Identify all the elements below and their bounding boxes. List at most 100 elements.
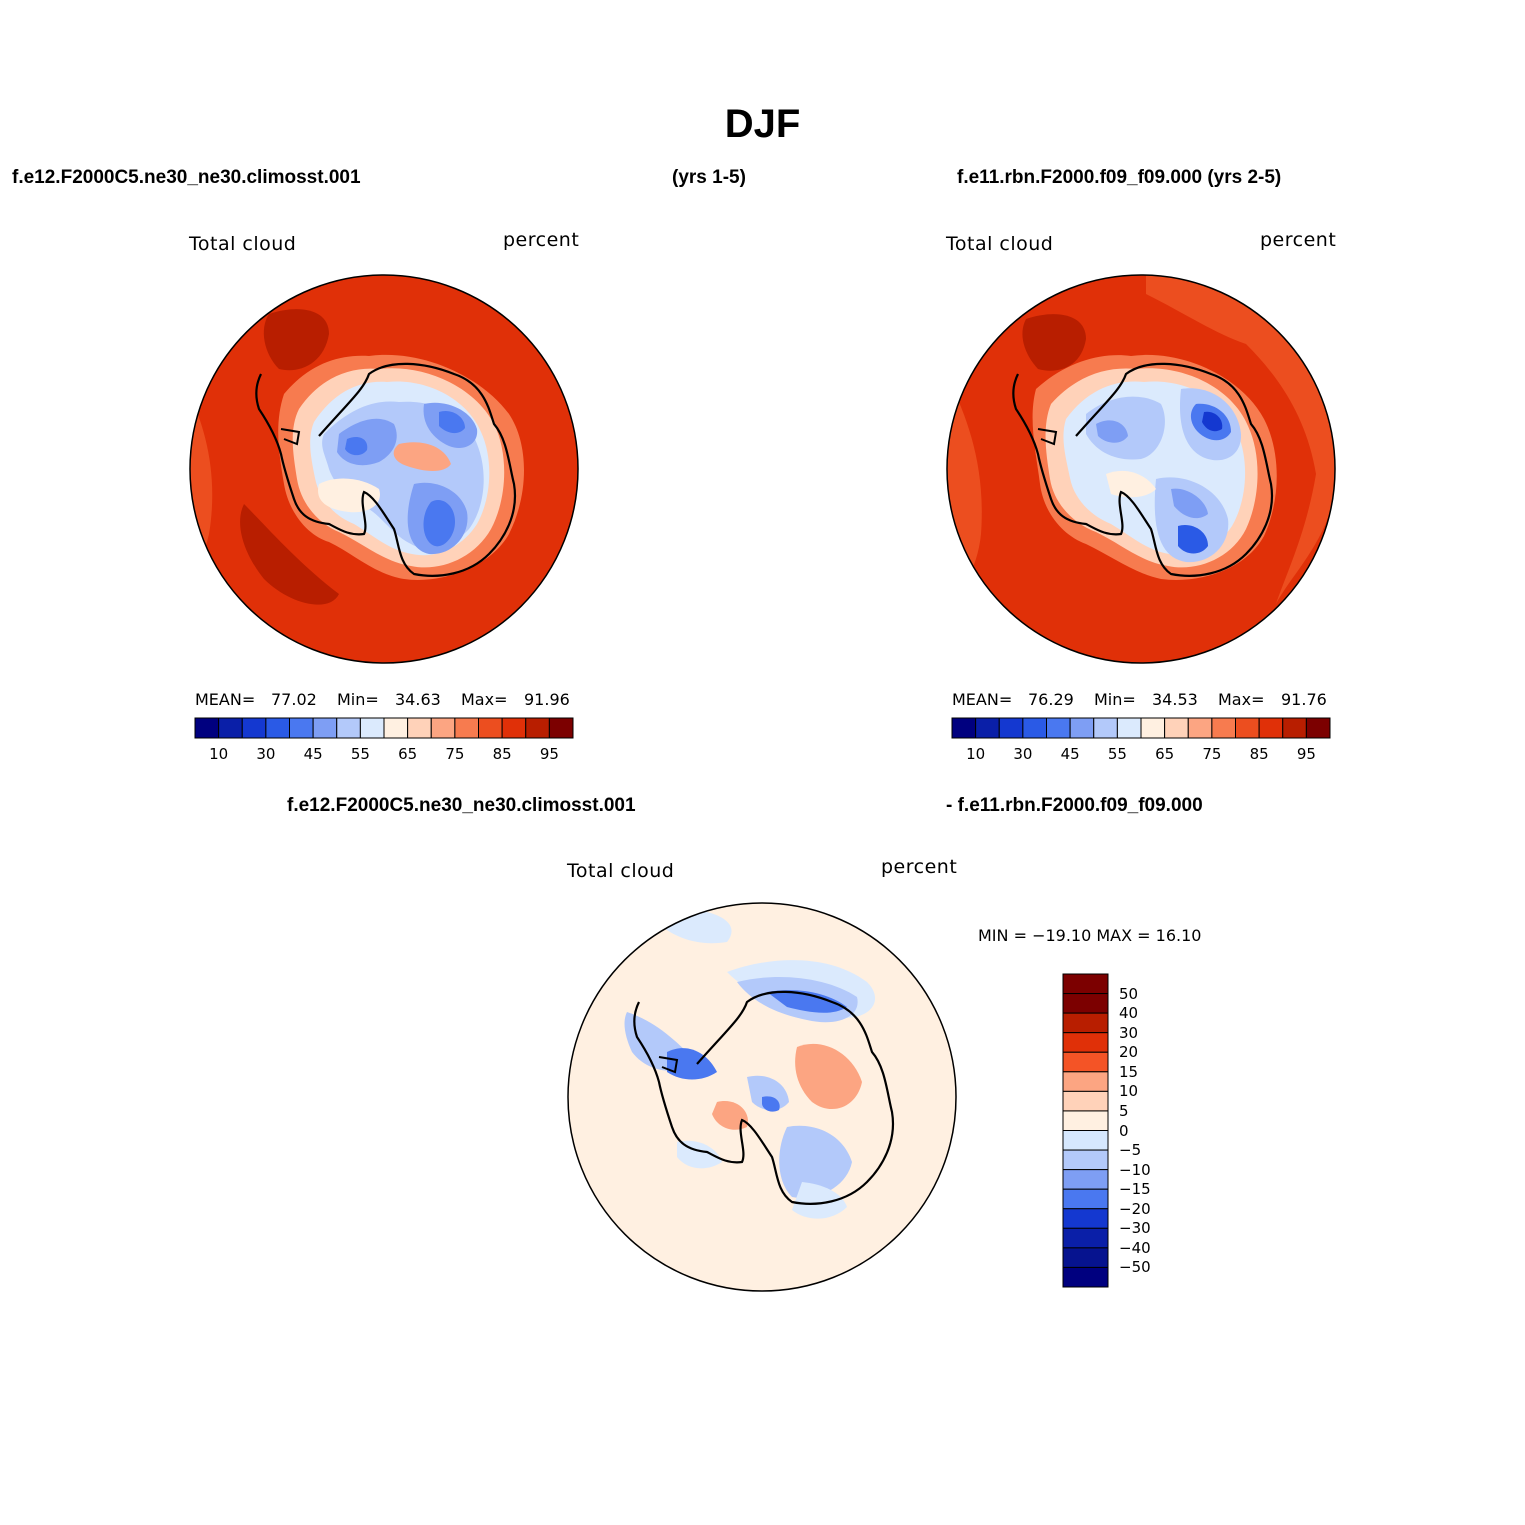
diff-case1-header: f.e12.F2000C5.ne30_ne30.climosst.001 — [287, 795, 636, 816]
panel2-map — [946, 274, 1336, 664]
figure-title: DJF — [724, 102, 801, 146]
panel1-min-value: 34.63 — [395, 690, 441, 709]
colorbar-tick-label: 75 — [445, 745, 465, 763]
colorbar-swatch — [975, 717, 1000, 739]
diff-units-label: percent — [881, 856, 958, 878]
diff-minmax-label: MIN = −19.10 MAX = 16.10 — [978, 926, 1202, 945]
panel1-mean-value: 77.02 — [271, 690, 317, 709]
colorbar-swatch — [1093, 717, 1118, 739]
panel2-mean-label: MEAN= — [952, 690, 1013, 709]
colorbar-swatch — [454, 717, 479, 739]
colorbar-swatch — [525, 717, 550, 739]
colorbar-swatch — [1211, 717, 1236, 739]
panel2-max-value: 91.76 — [1281, 690, 1327, 709]
colorbar-swatch — [1187, 717, 1213, 739]
diff-colorbar — [1062, 973, 1109, 1288]
colorbar-swatch — [478, 717, 503, 739]
colorbar-tick-label: 85 — [1249, 745, 1269, 763]
panel2-min-label: Min= — [1094, 690, 1136, 709]
colorbar-swatch — [1062, 1130, 1109, 1151]
colorbar-tick-label: 50 — [1119, 984, 1139, 1003]
colorbar-swatch — [1062, 1032, 1109, 1053]
colorbar-swatch — [1258, 717, 1284, 739]
colorbar-swatch — [336, 717, 361, 739]
colorbar-tick-label: −15 — [1119, 1180, 1151, 1199]
panel2-colorbar — [951, 717, 1331, 739]
colorbar-swatch — [1062, 1090, 1109, 1112]
panel1-variable-label: Total cloud — [189, 233, 297, 255]
colorbar-tick-label: 45 — [303, 745, 323, 763]
colorbar-swatch — [241, 717, 267, 739]
colorbar-tick-label: 65 — [398, 745, 418, 763]
panel1-units-label: percent — [503, 229, 580, 251]
colorbar-tick-label: 30 — [1013, 745, 1033, 763]
colorbar-swatch — [1022, 717, 1047, 739]
colorbar-swatch — [289, 717, 314, 739]
colorbar-swatch — [312, 717, 338, 739]
case1-header: f.e12.F2000C5.ne30_ne30.climosst.001 — [12, 167, 361, 188]
colorbar-tick-label: 95 — [539, 745, 559, 763]
colorbar-tick-label: 65 — [1155, 745, 1175, 763]
colorbar-tick-label: 20 — [1119, 1043, 1139, 1062]
colorbar-tick-label: 15 — [1119, 1062, 1139, 1081]
colorbar-tick-label: −50 — [1119, 1258, 1151, 1277]
colorbar-tick-label: 30 — [1119, 1023, 1139, 1042]
colorbar-swatch — [1062, 1266, 1109, 1288]
case2-header: f.e11.rbn.F2000.f09_f09.000 (yrs 2-5) — [957, 167, 1282, 188]
colorbar-swatch — [1062, 1012, 1109, 1034]
colorbar-swatch — [1282, 717, 1307, 739]
colorbar-swatch — [998, 717, 1024, 739]
colorbar-swatch — [1062, 1247, 1109, 1268]
colorbar-swatch — [1062, 973, 1109, 995]
panel1-colorbar — [194, 717, 574, 739]
colorbar-swatch — [194, 717, 220, 739]
colorbar-tick-label: 10 — [209, 745, 229, 763]
colorbar-swatch — [1116, 717, 1142, 739]
colorbar-tick-label: 5 — [1119, 1101, 1129, 1120]
colorbar-swatch — [1062, 1188, 1109, 1210]
colorbar-tick-label: 45 — [1060, 745, 1080, 763]
colorbar-swatch — [501, 717, 527, 739]
colorbar-tick-label: 10 — [1119, 1082, 1139, 1101]
colorbar-swatch — [1062, 1071, 1109, 1092]
colorbar-swatch — [1062, 1149, 1109, 1171]
colorbar-swatch — [1062, 1227, 1109, 1249]
colorbar-tick-label: −5 — [1119, 1141, 1142, 1160]
colorbar-tick-label: 95 — [1296, 745, 1316, 763]
colorbar-swatch — [548, 717, 574, 739]
colorbar-tick-label: 75 — [1202, 745, 1222, 763]
diff-case2-header: - f.e11.rbn.F2000.f09_f09.000 — [946, 795, 1203, 816]
colorbar-swatch — [265, 717, 290, 739]
colorbar-swatch — [1164, 717, 1189, 739]
colorbar-tick-label: 0 — [1119, 1121, 1129, 1140]
colorbar-swatch — [1140, 717, 1166, 739]
colorbar-swatch — [1305, 717, 1331, 739]
panel1-map — [189, 274, 579, 664]
panel1-max-label: Max= — [461, 690, 508, 709]
colorbar-swatch — [407, 717, 432, 739]
colorbar-tick-label: 55 — [350, 745, 370, 763]
colorbar-tick-label: 55 — [1107, 745, 1127, 763]
colorbar-tick-label: 85 — [492, 745, 512, 763]
colorbar-swatch — [1062, 1110, 1109, 1131]
colorbar-swatch — [1062, 1169, 1109, 1190]
colorbar-swatch — [1235, 717, 1260, 739]
panel2-min-value: 34.53 — [1152, 690, 1198, 709]
colorbar-swatch — [1062, 1051, 1109, 1073]
colorbar-tick-label: 40 — [1119, 1004, 1139, 1023]
colorbar-swatch — [1062, 1208, 1109, 1229]
panel2-variable-label: Total cloud — [946, 233, 1054, 255]
diff-map — [567, 902, 957, 1292]
panel1-min-label: Min= — [337, 690, 379, 709]
colorbar-tick-label: −10 — [1119, 1160, 1151, 1179]
panel2-units-label: percent — [1260, 229, 1337, 251]
diff-variable-label: Total cloud — [567, 860, 675, 882]
colorbar-tick-label: 30 — [256, 745, 276, 763]
colorbar-tick-label: 10 — [966, 745, 986, 763]
colorbar-swatch — [1062, 993, 1109, 1014]
colorbar-tick-label: −20 — [1119, 1199, 1151, 1218]
colorbar-swatch — [951, 717, 977, 739]
colorbar-tick-label: −30 — [1119, 1219, 1151, 1238]
panel2-mean-value: 76.29 — [1028, 690, 1074, 709]
colorbar-swatch — [359, 717, 385, 739]
